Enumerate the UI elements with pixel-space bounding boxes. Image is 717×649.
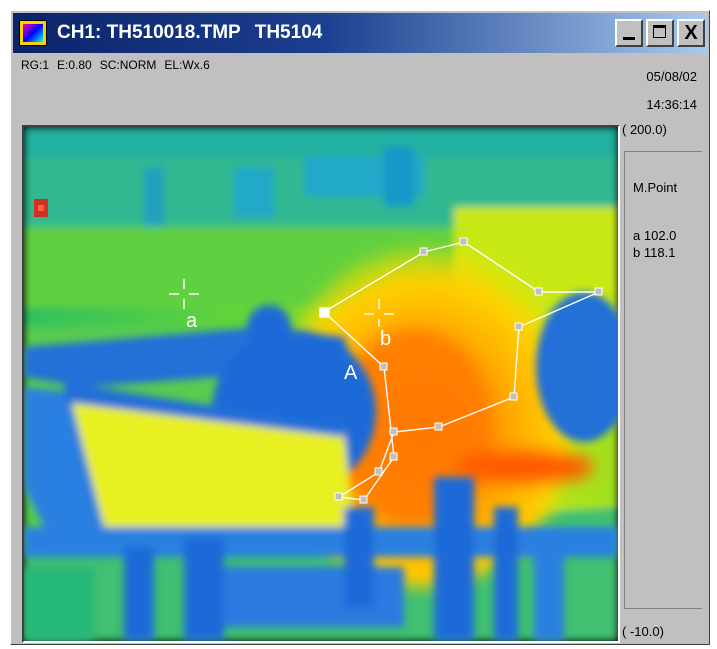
- point-b-value: 118.1: [643, 245, 676, 260]
- measurement-area-polygon[interactable]: [319, 237, 603, 504]
- measurement-point-panel: M.Point a 102.0 b 118.1: [624, 151, 702, 609]
- point-a-name: a: [633, 228, 641, 243]
- maximize-button[interactable]: [646, 19, 674, 47]
- scale-label: SC:NORM: [99, 58, 157, 72]
- date-label: 05/08/02: [646, 69, 697, 84]
- scale-max-label: ( 200.0): [622, 122, 667, 137]
- title-bar[interactable]: CH1: TH510018.TMP TH5104 X: [13, 13, 707, 53]
- close-icon: X: [684, 22, 698, 44]
- mpoint-title: M.Point: [633, 180, 678, 195]
- timestamp: 05/08/02 14:36:14: [646, 63, 697, 119]
- window-title-channel: CH1: TH510018.TMP: [57, 22, 241, 43]
- minimize-button[interactable]: [615, 19, 643, 47]
- point-a-reading: a 102.0: [633, 228, 676, 243]
- emissivity-label: E:0.80: [57, 58, 92, 72]
- element-label: EL:Wx.6: [164, 58, 210, 72]
- scale-min-label: ( -10.0): [622, 624, 664, 639]
- app-icon[interactable]: [19, 20, 47, 46]
- point-b-reading: b 118.1: [633, 245, 675, 260]
- marker-b-label: b: [380, 328, 391, 350]
- range-label: RG:1: [21, 58, 50, 72]
- thermal-viewer-window: CH1: TH510018.TMP TH5104 X RG:1 E:0.80 SC:N…: [10, 10, 710, 645]
- window-title-model: TH5104: [254, 22, 323, 43]
- marker-a-label: a: [186, 310, 198, 332]
- area-a-label: A: [344, 362, 358, 384]
- marker-a-crosshair[interactable]: [169, 279, 199, 309]
- thermal-image[interactable]: a b A: [22, 125, 620, 643]
- thermal-image-canvas[interactable]: a b A: [24, 127, 618, 641]
- marker-b-crosshair[interactable]: [364, 299, 394, 327]
- measurement-info-bar: RG:1 E:0.80 SC:NORM EL:Wx.6: [21, 58, 218, 72]
- point-b-name: b: [633, 245, 641, 260]
- close-button[interactable]: X: [677, 19, 705, 47]
- window-title: CH1: TH510018.TMP TH5104: [57, 13, 322, 53]
- point-a-value: 102.0: [643, 228, 677, 243]
- time-label: 14:36:14: [646, 97, 697, 112]
